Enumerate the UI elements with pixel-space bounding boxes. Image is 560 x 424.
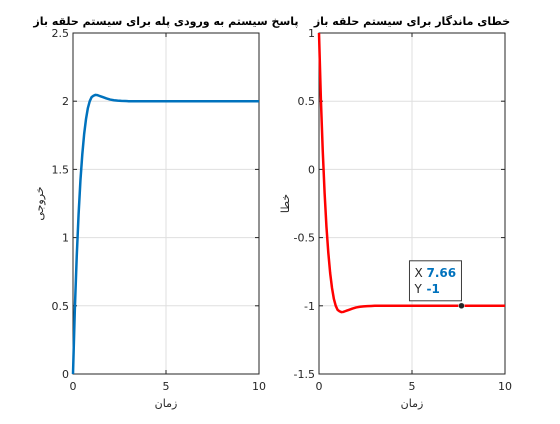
datatip-box[interactable] xyxy=(408,260,462,302)
y-tick-label: -0.5 xyxy=(294,232,315,245)
y-axis-label: خطا xyxy=(279,194,292,213)
x-tick-label: 10 xyxy=(498,380,512,393)
y-axis-label: خروجی xyxy=(33,186,46,220)
datatip-x-value: 7.66 xyxy=(426,266,456,280)
y-tick-label: -1.5 xyxy=(294,368,315,381)
series-line[interactable] xyxy=(71,93,259,375)
datatip-y-label: Y xyxy=(413,282,422,296)
x-tick-label: 5 xyxy=(163,380,170,393)
plot-title-step-response: پاسخ سیستم به ورودی پله برای سیستم حلقه … xyxy=(32,15,298,28)
y-tick-label: -1 xyxy=(304,300,315,313)
y-tick-label: 1.5 xyxy=(52,163,70,176)
datatip-y-value: -1 xyxy=(426,282,439,296)
x-tick-label: 10 xyxy=(252,380,266,393)
y-tick-label: 0 xyxy=(62,368,69,381)
datatip-x-label: X xyxy=(414,266,422,280)
y-tick-label: 2 xyxy=(62,95,69,108)
datatip-marker[interactable] xyxy=(458,302,465,310)
y-tick-label: 1 xyxy=(62,232,69,245)
x-tick-label: 0 xyxy=(316,380,323,393)
y-tick-label: 0.5 xyxy=(52,300,70,313)
y-tick-label: 0.5 xyxy=(298,95,316,108)
y-tick-label: 2.5 xyxy=(52,27,70,40)
y-tick-label: 1 xyxy=(308,27,315,40)
plot-title-steady-state-error: خطای ماندگار برای سیستم حلقه باز xyxy=(313,15,510,28)
x-axis-label: زمان xyxy=(155,397,178,410)
x-axis-label: زمان xyxy=(401,397,424,410)
x-tick-label: 0 xyxy=(70,380,77,393)
series-line[interactable] xyxy=(317,32,505,314)
x-tick-label: 5 xyxy=(409,380,416,393)
y-tick-label: 0 xyxy=(308,163,315,176)
